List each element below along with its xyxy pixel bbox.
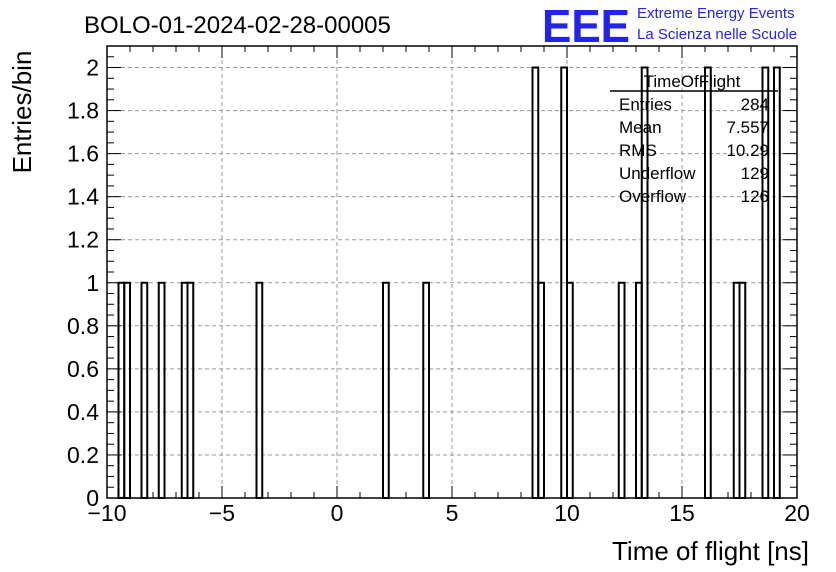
y-tick-label: 1.4 <box>67 184 99 210</box>
stats-value-mean: 7.557 <box>726 118 769 137</box>
eee-logo: EEE Extreme Energy Events La Scienza nel… <box>542 0 797 52</box>
eee-logo-mark: EEE <box>542 0 630 52</box>
stats-label-rms: RMS <box>619 141 657 160</box>
x-tick-label: −5 <box>209 500 235 526</box>
histogram-bin <box>255 281 264 499</box>
y-tick-label: 0.8 <box>67 313 99 339</box>
axes-layer <box>106 45 798 499</box>
logo-line-2: La Scienza nelle Scuole <box>637 26 797 43</box>
stats-title: TimeOfFlight <box>644 72 741 91</box>
stats-box: TimeOfFlight Entries 284 Mean 7.557 RMS … <box>610 72 778 206</box>
stats-value-underflow: 129 <box>741 164 769 183</box>
histogram-bin <box>140 281 149 499</box>
histogram-bin <box>773 66 781 500</box>
stats-label-mean: Mean <box>619 118 662 137</box>
x-tick-label: −10 <box>87 500 126 526</box>
histogram-bin <box>186 281 195 499</box>
stats-label-entries: Entries <box>619 95 672 114</box>
stats-value-overflow: 126 <box>741 187 769 206</box>
grid-layer <box>107 46 797 498</box>
y-tick-label: 1 <box>86 270 99 296</box>
histogram-bin <box>566 281 574 499</box>
stats-label-overflow: Overflow <box>619 187 687 206</box>
x-tick-label: 0 <box>331 500 344 526</box>
y-tick-label: 1.2 <box>67 227 99 253</box>
histogram-bin <box>422 281 430 499</box>
y-tick-label: 1.8 <box>67 98 99 124</box>
tick-labels: −10 −5 0 5 10 15 20 0 0.2 0.4 0.6 0.8 1 1.2 1.4 1.6 1.8 2 <box>67 55 810 526</box>
y-tick-label: 0.6 <box>67 356 99 382</box>
y-tick-label: 2 <box>86 55 99 81</box>
y-axis-label: Entries/bin <box>7 51 37 174</box>
x-axis-label: Time of flight [ns] <box>612 536 809 566</box>
histogram-bin <box>704 66 712 500</box>
histogram-bin <box>617 281 626 499</box>
y-tick-label: 0.4 <box>67 399 99 425</box>
y-tick-label: 1.6 <box>67 141 99 167</box>
logo-line-1: Extreme Energy Events <box>637 5 795 22</box>
stats-value-rms: 10.29 <box>726 141 769 160</box>
stats-value-entries: 284 <box>741 95 769 114</box>
histogram-bin <box>738 281 747 499</box>
x-tick-label: 15 <box>669 500 695 526</box>
histogram-bin <box>537 281 545 499</box>
x-tick-label: 5 <box>446 500 459 526</box>
histogram-bin <box>157 281 166 499</box>
y-tick-label: 0 <box>86 485 99 511</box>
histogram-layer <box>117 66 781 500</box>
x-tick-label: 10 <box>554 500 580 526</box>
stats-label-underflow: Underflow <box>619 164 696 183</box>
x-tick-label: 20 <box>784 500 810 526</box>
histogram-bin <box>123 281 131 499</box>
y-tick-label: 0.2 <box>67 442 99 468</box>
run-title: BOLO-01-2024-02-28-00005 <box>84 12 391 39</box>
histogram-bin <box>382 281 390 499</box>
